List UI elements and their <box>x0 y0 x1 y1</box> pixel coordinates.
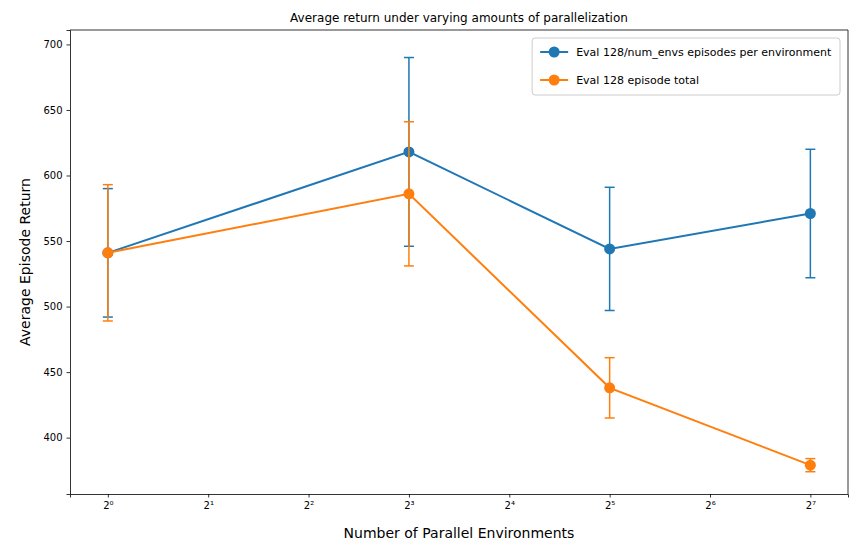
x-axis-title: Number of Parallel Environments <box>344 525 575 541</box>
error-bar <box>404 122 414 266</box>
y-axis-title: Average Episode Return <box>17 178 33 346</box>
data-point <box>805 460 816 471</box>
y-axis: 400 450 500 550 600 650 700 <box>43 31 70 495</box>
y-tick: 700 <box>43 39 70 50</box>
error-cap <box>805 458 815 460</box>
data-point <box>403 188 414 199</box>
error-cap <box>605 357 615 359</box>
frame <box>70 30 848 31</box>
y-tick: 450 <box>43 367 70 378</box>
y-tick-label: 500 <box>43 301 62 312</box>
x-tick-label: 2² <box>304 500 314 511</box>
y-tick: 500 <box>43 301 70 312</box>
y-tick-label: 400 <box>43 432 62 443</box>
legend-label: Eval 128/num_envs episodes per environme… <box>576 46 832 59</box>
x-tick: 2⁷ <box>806 494 816 511</box>
x-tick-label: 2³ <box>404 500 414 511</box>
x-tick-mark <box>509 494 510 498</box>
series-line <box>108 194 811 465</box>
series <box>102 58 816 318</box>
data-point <box>604 243 615 254</box>
error-bar <box>103 185 113 321</box>
x-tick: 2⁴ <box>505 494 515 511</box>
y-tick: 400 <box>43 432 70 443</box>
legend-item: Eval 128 episode total <box>540 74 699 87</box>
legend: Eval 128/num_envs episodes per environme… <box>532 38 840 95</box>
error-cap <box>805 471 815 473</box>
x-tick-mark <box>710 494 711 498</box>
y-tick-mark <box>67 241 71 242</box>
x-tick: 2⁵ <box>605 494 615 511</box>
x-tick-mark <box>610 494 611 498</box>
error-cap <box>103 184 113 186</box>
error-bar <box>805 459 815 472</box>
data-point <box>102 247 113 258</box>
chart: 2⁰ 2¹ 2² 2³ 2⁴ 2⁵ 2⁶ 2⁷ 400 450 500 550 600 650 700 Ave… <box>0 0 855 557</box>
legend-marker <box>549 47 560 58</box>
x-tick-label: 2⁰ <box>103 500 113 511</box>
title: Average return under varying amounts of … <box>290 11 628 25</box>
error-bar <box>805 149 815 277</box>
x-tick-label: 2⁴ <box>505 500 515 511</box>
plot: 2⁰ 2¹ 2² 2³ 2⁴ 2⁵ 2⁶ 2⁷ 400 450 500 550 600 650 700 <box>43 30 848 511</box>
error-cap <box>404 121 414 123</box>
x-tick-mark <box>810 494 811 498</box>
y-tick-mark <box>67 44 71 45</box>
data-point <box>102 247 113 258</box>
series <box>102 122 816 472</box>
legend-box <box>532 38 840 95</box>
error-bar <box>605 187 615 310</box>
y-tick-mark <box>67 307 71 308</box>
x-tick: 2⁰ <box>103 494 113 511</box>
error-cap <box>605 417 615 419</box>
y-tick: 600 <box>43 170 70 181</box>
x-tick-mark <box>409 494 410 498</box>
x-tick: 2³ <box>404 494 414 511</box>
series-group <box>102 58 816 472</box>
x-tick-mark <box>208 494 209 498</box>
x-tick: 2² <box>304 494 314 511</box>
x-tick-mark <box>108 494 109 498</box>
x-tick-label: 2⁷ <box>806 500 816 511</box>
y-tick: 550 <box>43 236 70 247</box>
x-tick-label: 2¹ <box>204 500 214 511</box>
error-cap <box>605 187 615 189</box>
y-tick-label: 700 <box>43 39 62 50</box>
data-point <box>604 382 615 393</box>
error-cap <box>103 320 113 322</box>
x-axis: 2⁰ 2¹ 2² 2³ 2⁴ 2⁵ 2⁶ 2⁷ <box>71 494 849 511</box>
x-tick-label: 2⁶ <box>705 500 715 511</box>
legend-label: Eval 128 episode total <box>576 74 699 87</box>
error-bar <box>605 358 615 418</box>
data-point <box>805 208 816 219</box>
y-tick-label: 450 <box>43 367 62 378</box>
error-cap <box>404 57 414 59</box>
y-tick-label: 650 <box>43 105 62 116</box>
y-tick-mark <box>67 372 71 373</box>
x-tick-mark <box>309 494 310 498</box>
error-cap <box>605 310 615 312</box>
error-cap <box>805 277 815 279</box>
y-tick-mark <box>67 438 71 439</box>
series-line <box>108 152 811 253</box>
axis-line <box>71 495 849 498</box>
legend-item: Eval 128/num_envs episodes per environme… <box>540 46 832 59</box>
x-tick-label: 2⁵ <box>605 500 615 511</box>
frame <box>848 30 849 494</box>
y-tick-label: 550 <box>43 236 62 247</box>
y-tick-label: 600 <box>43 170 62 181</box>
x-tick: 2⁶ <box>705 494 715 511</box>
legend-marker <box>549 75 560 86</box>
y-tick-mark <box>67 175 71 176</box>
error-cap <box>404 265 414 267</box>
y-tick: 650 <box>43 105 70 116</box>
y-tick-mark <box>67 110 71 111</box>
x-tick: 2¹ <box>204 494 214 511</box>
axis-line <box>67 31 71 495</box>
error-cap <box>805 149 815 151</box>
